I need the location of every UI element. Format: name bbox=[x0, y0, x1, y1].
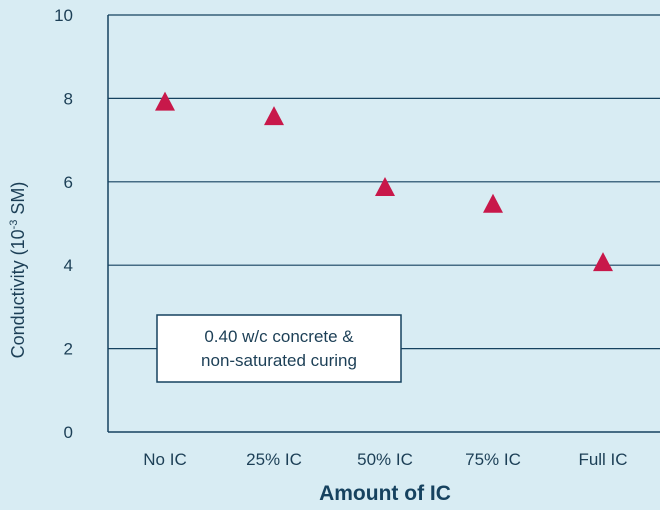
x-tick-label: Full IC bbox=[578, 450, 627, 469]
data-point-triangle bbox=[593, 252, 613, 272]
annotation-box: 0.40 w/c concrete & non-saturated curing bbox=[156, 314, 402, 383]
y-tick-labels: 0 2 4 6 8 10 bbox=[54, 6, 73, 442]
data-point-triangle bbox=[264, 106, 284, 126]
data-point-triangle bbox=[155, 91, 175, 111]
x-tick-label: 50% IC bbox=[357, 450, 413, 469]
y-tick-label: 2 bbox=[64, 340, 73, 359]
annotation-line-1: 0.40 w/c concrete & bbox=[204, 327, 354, 346]
data-points bbox=[155, 91, 613, 272]
y-axis-label-main: Conductivity (10 bbox=[8, 229, 28, 358]
y-axis-label-unit: SM) bbox=[8, 182, 28, 220]
y-axis-label: Conductivity (10-3 SM) bbox=[8, 182, 28, 359]
y-axis-label-exponent: -3 bbox=[8, 220, 20, 230]
x-tick-label: 25% IC bbox=[246, 450, 302, 469]
y-tick-label: 0 bbox=[64, 423, 73, 442]
x-tick-label: 75% IC bbox=[465, 450, 521, 469]
y-tick-label: 8 bbox=[64, 89, 73, 108]
y-tick-label: 4 bbox=[64, 256, 73, 275]
axes bbox=[107, 15, 660, 433]
y-tick-label: 10 bbox=[54, 6, 73, 25]
data-point-triangle bbox=[375, 177, 395, 197]
y-tick-label: 6 bbox=[64, 173, 73, 192]
annotation-frame bbox=[156, 314, 402, 383]
x-tick-label: No IC bbox=[143, 450, 186, 469]
x-tick-labels: No IC 25% IC 50% IC 75% IC Full IC bbox=[143, 450, 627, 469]
data-point-triangle bbox=[483, 193, 503, 213]
x-axis-label: Amount of IC bbox=[319, 482, 451, 505]
annotation-line-2: non-saturated curing bbox=[201, 351, 357, 370]
